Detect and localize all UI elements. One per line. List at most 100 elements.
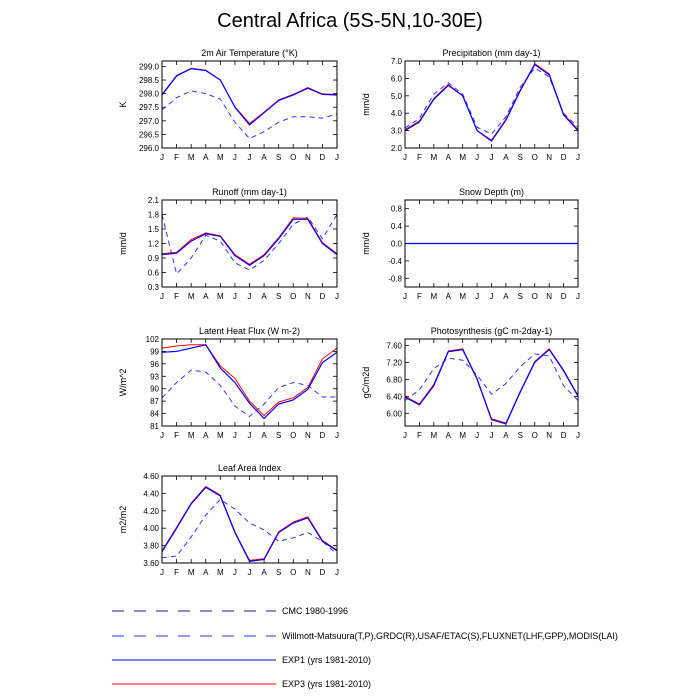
panel-title: Leaf Area Index (218, 463, 282, 473)
x-tick-label: M (430, 431, 437, 440)
x-tick-label: J (490, 431, 494, 440)
x-tick-label: N (546, 153, 552, 162)
x-tick-label: A (261, 153, 267, 162)
x-tick-label: A (446, 431, 452, 440)
x-tick-label: N (546, 431, 552, 440)
x-tick-label: D (320, 153, 326, 162)
x-tick-label: S (518, 153, 523, 162)
x-tick-label: J (475, 431, 479, 440)
series-line-exp3 (161, 67, 338, 125)
y-axis-label: mm/d (361, 93, 371, 116)
y-tick-label: 7.0 (391, 57, 403, 66)
x-tick-label: N (305, 431, 311, 440)
x-tick-label: S (518, 292, 523, 301)
legend-label: CMC 1980-1996 (282, 606, 348, 616)
y-axis-label: mm/d (361, 232, 371, 255)
x-tick-label: O (290, 431, 296, 440)
series-line-exp3 (404, 348, 579, 424)
x-tick-label: J (490, 153, 494, 162)
y-tick-label: 0.0 (391, 240, 403, 249)
x-tick-label: J (576, 292, 580, 301)
x-tick-label: M (217, 568, 224, 577)
y-tick-label: 6.80 (386, 375, 402, 384)
panel-title: Runoff (mm day-1) (212, 187, 287, 197)
panel-2: Precipitation (mm day-1) mm/d 2.0 3.0 4.0 5.0… (361, 48, 580, 162)
plot-frame (161, 199, 338, 288)
x-tick-label: M (217, 431, 224, 440)
x-tick-label: J (248, 431, 252, 440)
y-tick-label: -0.4 (388, 257, 402, 266)
x-tick-label: A (446, 292, 452, 301)
x-tick-label: F (417, 153, 422, 162)
y-tick-label: 0.9 (148, 254, 160, 263)
x-tick-label: J (233, 431, 237, 440)
x-tick-label: A (203, 568, 209, 577)
series-line-exp1 (161, 486, 338, 562)
series-line-willmott (161, 90, 338, 140)
x-tick-label: D (320, 292, 326, 301)
x-tick-label: D (320, 568, 326, 577)
page-title: Central Africa (5S-5N,10-30E) (217, 10, 483, 32)
x-tick-label: J (335, 153, 339, 162)
x-tick-label: S (276, 431, 281, 440)
x-tick-label: J (160, 431, 164, 440)
x-tick-label: J (160, 568, 164, 577)
y-tick-label: 4.00 (143, 524, 159, 533)
y-tick-label: 296.5 (139, 130, 160, 139)
x-tick-label: A (503, 153, 509, 162)
x-tick-label: N (305, 292, 311, 301)
y-tick-label: 0.8 (391, 205, 403, 214)
x-tick-label: F (174, 431, 179, 440)
y-tick-label: 0.6 (148, 269, 160, 278)
panel-5: Latent Heat Flux (W m-2) W/m^2 81 84 87 90 93 9… (118, 326, 339, 440)
x-tick-label: J (335, 568, 339, 577)
y-tick-label: 3.80 (143, 542, 159, 551)
series-line-exp1 (404, 63, 579, 142)
y-tick-label: 7.20 (386, 358, 402, 367)
x-tick-label: D (561, 292, 567, 301)
y-tick-label: 87 (150, 397, 159, 406)
x-tick-label: F (417, 292, 422, 301)
plot-frame (404, 199, 579, 288)
x-tick-label: M (459, 431, 466, 440)
y-tick-label: -0.8 (388, 274, 402, 283)
series-line-exp1 (161, 67, 338, 126)
x-tick-label: J (403, 292, 407, 301)
series-line-exp3 (404, 62, 579, 141)
y-tick-label: 6.00 (386, 409, 402, 418)
y-tick-label: 1.5 (148, 225, 160, 234)
x-tick-label: M (188, 431, 195, 440)
y-tick-label: 0.3 (148, 283, 160, 292)
plot-frame (404, 60, 579, 149)
x-tick-label: M (188, 292, 195, 301)
x-tick-label: J (576, 431, 580, 440)
y-tick-label: 298.5 (139, 76, 160, 85)
x-tick-label: J (576, 153, 580, 162)
y-tick-label: 90 (150, 385, 159, 394)
legend: CMC 1980-1996 Willmott-Matsuura(T,P),GRDC… (112, 606, 618, 689)
x-tick-label: J (403, 153, 407, 162)
x-tick-label: N (546, 292, 552, 301)
panel-title: Latent Heat Flux (W m-2) (199, 326, 300, 336)
x-tick-label: D (561, 431, 567, 440)
panel-title: Snow Depth (m) (459, 187, 524, 197)
panel-7: Leaf Area Index m2/m2 3.60 3.80 4.00 4.20 4.40… (118, 463, 339, 577)
y-axis-label: m2/m2 (118, 506, 128, 534)
x-tick-label: A (503, 431, 509, 440)
x-tick-label: M (459, 292, 466, 301)
y-tick-label: 7.60 (386, 341, 402, 350)
series-line-willmott (161, 369, 337, 418)
x-tick-label: M (217, 153, 224, 162)
y-tick-label: 4.60 (143, 472, 159, 481)
legend-label: Willmott-Matsuura(T,P),GRDC(R),USAF/ETAC… (282, 631, 618, 641)
x-tick-label: J (475, 292, 479, 301)
series-line-willmott (161, 498, 338, 559)
x-tick-label: N (305, 568, 311, 577)
x-tick-label: A (261, 292, 267, 301)
y-tick-label: 1.2 (148, 240, 160, 249)
y-tick-label: 297.5 (139, 103, 160, 112)
plot-frame (161, 338, 338, 427)
y-tick-label: 298.0 (139, 90, 160, 99)
x-tick-label: M (188, 568, 195, 577)
